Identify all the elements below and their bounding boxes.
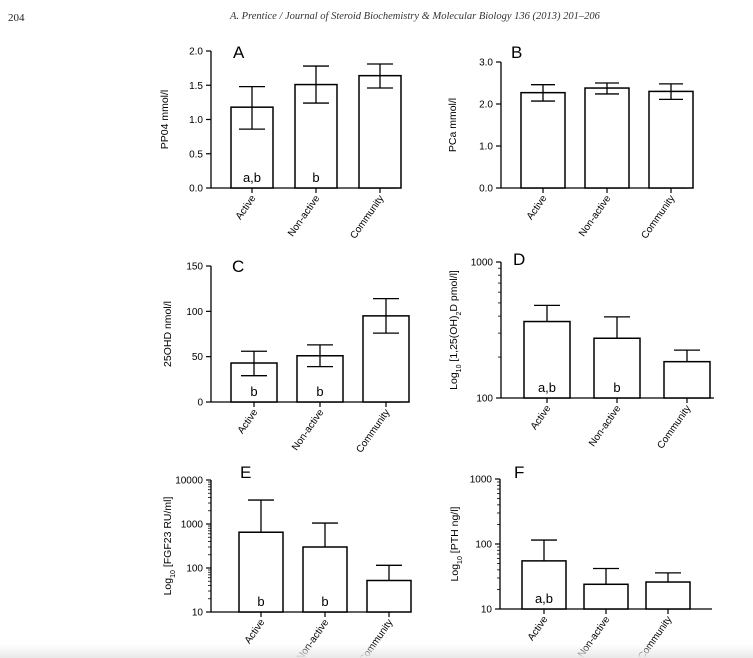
- x-tick-label-community: Community: [655, 403, 693, 451]
- y-tick-label: 100: [475, 540, 492, 551]
- panel-letter-d: D: [513, 250, 525, 269]
- x-tick-label-active: Active: [529, 403, 554, 432]
- y-axis-label-subscript: 10: [170, 570, 177, 578]
- significance-annotation: a,b: [538, 380, 556, 395]
- x-tick-label-community: Community: [639, 193, 677, 241]
- x-tick-label-active: Active: [525, 193, 550, 222]
- y-tick-label: 1.5: [189, 81, 203, 92]
- y-axis-label-subscript: 10: [457, 556, 464, 564]
- y-axis-label-part: [PTH ng/l]: [449, 506, 461, 556]
- y-tick-label: 3.0: [479, 58, 493, 69]
- y-axis-label-part: [1,25(OH): [448, 316, 460, 365]
- y-axis-label: Log10 [FGF23 RU/ml]: [162, 497, 177, 596]
- x-tick-label-community: Community: [348, 193, 386, 241]
- significance-annotation: b: [613, 380, 620, 395]
- y-tick-label: 1.0: [479, 142, 493, 153]
- bar-non-active: [584, 87, 630, 189]
- panel-letter-c: C: [232, 257, 244, 276]
- bar-community: [663, 360, 711, 399]
- bar-community: [358, 74, 402, 189]
- x-tick-label-active: Active: [526, 614, 551, 643]
- y-tick-label: 1000: [181, 520, 204, 531]
- significance-annotation: b: [257, 594, 264, 609]
- x-tick-label-active: Active: [236, 407, 261, 436]
- x-tick-label-non-active: Non-active: [587, 403, 624, 449]
- y-tick-label: 1000: [470, 475, 493, 486]
- page-number: 204: [8, 12, 25, 24]
- panel-letter-b: B: [511, 43, 522, 62]
- y-axis-label-part: Log: [162, 578, 174, 596]
- y-tick-label: 100: [476, 394, 493, 405]
- panel-b: B 0.0 1.0 2.0 3.0 PCa mmol/l Active Non-active C…: [447, 43, 694, 241]
- y-axis-label-part: Log: [448, 372, 460, 390]
- bar-community: [366, 579, 412, 613]
- panel-c: C 0 50 100 150 25OHD nmol/l b Active b Non-active…: [162, 257, 410, 455]
- panel-a: A 0.0 0.5 1.0 1.5 2.0 PP04 mmol/l a,b Active b Non…: [159, 43, 402, 241]
- y-axis-label: Log10 [1,25(OH)2D pmol/l]: [448, 270, 463, 390]
- significance-annotation: a,b: [535, 591, 553, 606]
- y-tick-label: 10: [192, 608, 204, 619]
- x-tick-label-active: Active: [243, 617, 268, 646]
- x-tick-label-non-active: Non-active: [290, 407, 327, 453]
- x-tick-label-non-active: Non-active: [577, 193, 614, 239]
- bar-non-active: [583, 583, 629, 610]
- y-tick-label: 10: [481, 605, 493, 616]
- y-tick-label: 0: [197, 398, 203, 409]
- scan-edge-shadow: [0, 644, 753, 658]
- significance-annotation: b: [316, 384, 323, 399]
- y-axis-label: Log10 [PTH ng/l]: [449, 506, 464, 581]
- significance-annotation: a,b: [243, 170, 261, 185]
- panel-letter-e: E: [240, 463, 251, 482]
- y-axis-label-part: [FGF23 RU/ml]: [162, 497, 174, 571]
- y-axis-label: PP04 mmol/l: [159, 90, 171, 150]
- x-tick-label-community: Community: [354, 407, 392, 455]
- bar-community: [645, 581, 691, 610]
- panel-letter-f: F: [514, 463, 524, 482]
- panel-letter-a: A: [233, 43, 245, 62]
- bar-non-active: [302, 546, 348, 613]
- bar-community: [648, 90, 694, 189]
- y-tick-label: 100: [186, 307, 203, 318]
- panel-d: D 100 1000 Log10 [1,25(OH)2D pmol/l] a,b Acti…: [448, 250, 714, 451]
- significance-annotation: b: [321, 594, 328, 609]
- y-tick-label: 100: [186, 564, 203, 575]
- y-tick-label: 0.0: [189, 184, 203, 195]
- y-axis-label-part: Log: [449, 564, 461, 582]
- bar-active: [520, 91, 566, 189]
- running-header: A. Prentice / Journal of Steroid Biochem…: [230, 11, 600, 22]
- significance-annotation: b: [250, 384, 257, 399]
- y-tick-label: 2.0: [189, 47, 203, 58]
- y-tick-label: 2.0: [479, 100, 493, 111]
- y-tick-label: 0.5: [189, 149, 203, 160]
- y-tick-label: 10000: [175, 476, 203, 487]
- y-tick-label: 50: [192, 352, 204, 363]
- y-axis-label-subscript: 10: [456, 364, 463, 372]
- y-axis-label-part: D pmol/l]: [448, 270, 460, 312]
- y-tick-label: 150: [186, 262, 203, 273]
- y-axis-label-subscript: 2: [456, 312, 463, 316]
- y-axis-label: PCa mmol/l: [447, 98, 459, 152]
- x-tick-label-active: Active: [234, 193, 259, 222]
- y-tick-label: 1.0: [189, 115, 203, 126]
- x-tick-label-non-active: Non-active: [286, 193, 323, 239]
- y-tick-label: 0.0: [479, 184, 493, 195]
- significance-annotation: b: [312, 170, 319, 185]
- y-tick-label: 1000: [471, 258, 494, 269]
- y-axis-label: 25OHD nmol/l: [162, 301, 174, 367]
